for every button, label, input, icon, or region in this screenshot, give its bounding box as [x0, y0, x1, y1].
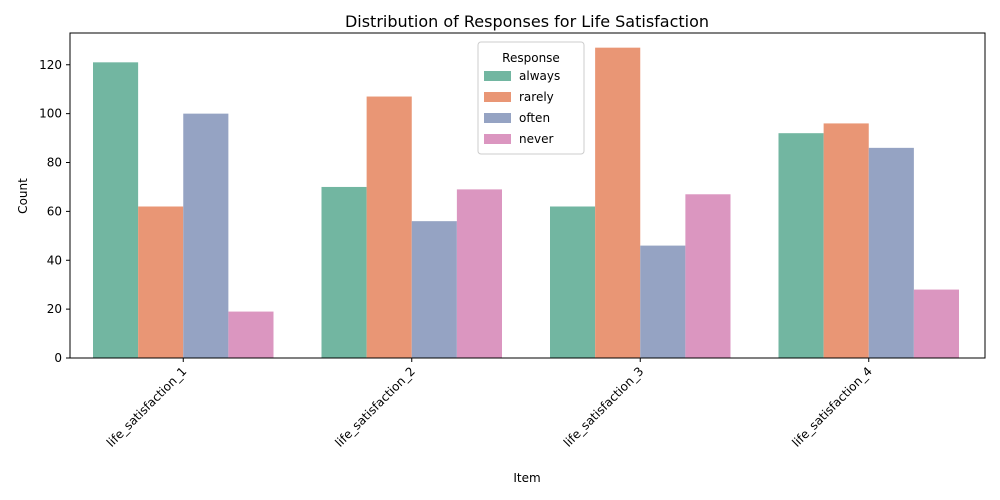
bar-often-4 — [868, 147, 914, 358]
bar-often-3 — [640, 245, 686, 358]
y-tick-label: 80 — [47, 156, 62, 170]
legend-label-never: never — [519, 132, 553, 146]
chart-title: Distribution of Responses for Life Satis… — [345, 12, 709, 31]
plot-frame — [69, 32, 986, 359]
legend-swatch-never — [484, 134, 511, 144]
x-tick-label: life_satisfaction_2 — [332, 364, 418, 450]
bar-always-3 — [550, 206, 596, 358]
x-tick-label: life_satisfaction_4 — [789, 364, 875, 450]
legend-swatch-always — [484, 71, 511, 81]
bar-never-1 — [228, 311, 274, 358]
legend-label-often: often — [519, 111, 550, 125]
bar-rarely-3 — [595, 47, 641, 359]
bar-rarely-2 — [366, 96, 412, 358]
bar-rarely-4 — [823, 123, 869, 358]
x-axis: life_satisfaction_1 life_satisfaction_2 li… — [104, 358, 875, 450]
bar-always-4 — [778, 133, 824, 358]
bars-group — [93, 47, 959, 359]
x-tick-label: life_satisfaction_1 — [104, 364, 190, 450]
legend-swatch-rarely — [484, 92, 511, 102]
legend-label-always: always — [519, 69, 560, 83]
y-tick-label: 60 — [47, 204, 62, 218]
y-tick-label: 120 — [39, 58, 62, 72]
legend-title: Response — [502, 51, 560, 65]
y-tick-label: 20 — [47, 302, 62, 316]
x-axis-label: Item — [513, 471, 540, 485]
x-tick-label: life_satisfaction_3 — [561, 364, 647, 450]
bar-never-2 — [456, 189, 502, 358]
legend-label-rarely: rarely — [519, 90, 554, 104]
y-axis-label: Count — [16, 178, 30, 214]
bar-often-1 — [183, 113, 229, 358]
bar-rarely-1 — [138, 206, 184, 358]
bar-never-3 — [685, 194, 731, 358]
bar-often-2 — [411, 221, 457, 358]
y-tick-label: 100 — [39, 107, 62, 121]
legend-box — [477, 41, 585, 155]
y-tick-label: 40 — [47, 253, 62, 267]
y-tick-label: 0 — [54, 351, 62, 365]
bar-never-4 — [913, 289, 959, 358]
y-axis: 0 20 40 60 80 100 120 — [39, 58, 70, 365]
legend: Response always rarely often never — [477, 41, 585, 155]
legend-swatch-often — [484, 113, 511, 123]
bar-always-2 — [321, 186, 367, 358]
bar-always-1 — [93, 62, 139, 359]
